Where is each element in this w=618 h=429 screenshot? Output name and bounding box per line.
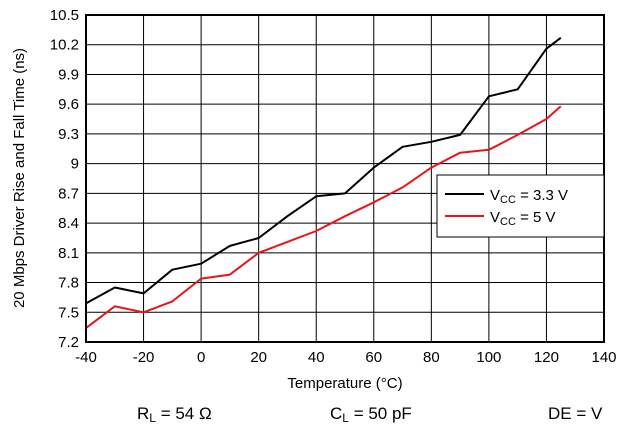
condition-cl: CL = 50 pF — [330, 404, 412, 425]
legend-label-vcc-5v: VCC = 5 V — [490, 209, 556, 228]
x-tick-label: 100 — [476, 349, 501, 366]
x-tick-label: 40 — [308, 349, 325, 366]
y-tick-label: 10.2 — [50, 37, 79, 54]
x-tick-label: -20 — [133, 349, 155, 366]
x-tick-label: -40 — [75, 349, 97, 366]
x-tick-label: 140 — [591, 349, 616, 366]
x-tick-label: 80 — [423, 349, 440, 366]
series-line-vcc-3v3 — [86, 38, 561, 304]
y-tick-label: 9 — [71, 156, 79, 173]
x-axis-title: Temperature (°C) — [287, 375, 402, 392]
y-axis-title: 20 Mbps Driver Rise and Fall Time (ns) — [11, 48, 28, 308]
y-tick-label: 9.6 — [58, 96, 79, 113]
y-tick-label: 7.2 — [58, 334, 79, 351]
x-tick-label: 60 — [365, 349, 382, 366]
y-tick-label: 8.4 — [58, 215, 79, 232]
condition-de: DE = V — [548, 404, 602, 424]
y-tick-label: 9.3 — [58, 126, 79, 143]
y-tick-labels: 7.2 7.5 7.8 8.1 8.4 8.7 9 9.3 9.6 9.9 10.2 10.5 — [50, 7, 79, 351]
y-tick-label: 7.5 — [58, 304, 79, 321]
y-tick-label: 10.5 — [50, 7, 79, 24]
y-tick-label: 8.7 — [58, 185, 79, 202]
y-tick-label: 9.9 — [58, 66, 79, 83]
x-tick-label: 120 — [534, 349, 559, 366]
x-tick-labels: -40 -20 0 20 40 60 80 100 120 140 — [75, 349, 616, 366]
x-tick-label: 20 — [250, 349, 267, 366]
legend: VCC = 3.3 V VCC = 5 V — [437, 175, 604, 237]
y-tick-label: 7.8 — [58, 275, 79, 292]
y-tick-label: 8.1 — [58, 245, 79, 262]
legend-box — [437, 175, 604, 237]
x-tick-label: 0 — [197, 349, 205, 366]
condition-rl: RL = 54 Ω — [137, 404, 212, 425]
